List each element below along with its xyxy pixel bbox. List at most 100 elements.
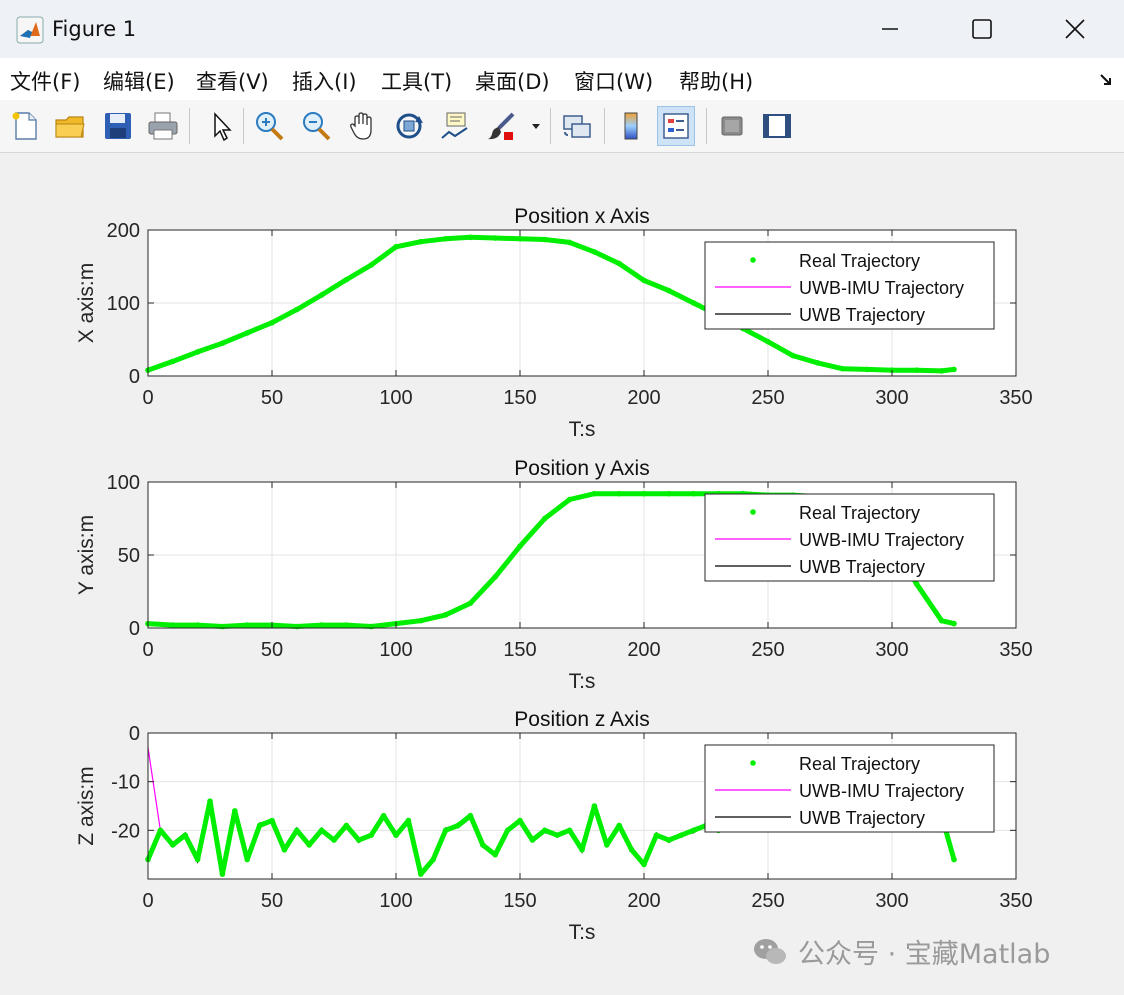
data-point-real-trajectory — [951, 856, 957, 863]
chart-title: Position x Axis — [514, 205, 649, 228]
menu-tools[interactable]: 工具(T) — [381, 70, 453, 94]
menu-help[interactable]: 帮助(H) — [679, 70, 754, 94]
data-point-real-trajectory — [380, 812, 387, 819]
data-point-real-trajectory — [405, 817, 412, 824]
data-point-real-trajectory — [393, 243, 399, 250]
matlab-logo-icon — [16, 16, 44, 44]
data-point-real-trajectory — [219, 871, 226, 877]
pointer-arrow-icon — [214, 112, 232, 142]
data-point-real-trajectory — [194, 622, 201, 628]
data-point-real-trajectory — [318, 292, 325, 298]
legend-label: Real Trajectory — [799, 754, 920, 774]
data-point-real-trajectory — [641, 490, 647, 497]
data-point-real-trajectory — [157, 827, 164, 834]
data-point-real-trajectory — [281, 847, 288, 853]
open-file-button[interactable] — [51, 106, 89, 146]
subplots[interactable]: 0 50 100 150 200 250 300 350 0 100 200 Position x A… — [0, 153, 1124, 995]
print-button[interactable] — [144, 106, 182, 146]
x-tick-label: 100 — [379, 890, 412, 912]
link-plot-icon — [563, 115, 591, 138]
chart-title: Position z Axis — [514, 708, 649, 731]
legend-label: Real Trajectory — [799, 503, 920, 523]
zoom-out-button[interactable] — [297, 106, 335, 146]
menu-insert[interactable]: 插入(I) — [292, 70, 357, 94]
chart-title: Position y Axis — [514, 457, 649, 480]
data-point-real-trajectory — [542, 515, 548, 522]
data-point-real-trajectory — [492, 851, 499, 858]
zoom-in-button[interactable] — [250, 106, 288, 146]
axes-box — [147, 732, 1017, 880]
data-point-real-trajectory — [566, 496, 573, 503]
figure-canvas[interactable]: 0 50 100 150 200 250 300 350 0 100 200 Position x A… — [0, 153, 1124, 995]
legend-label: UWB Trajectory — [799, 557, 925, 577]
x-tick-label: 50 — [261, 890, 283, 912]
menu-view[interactable]: 查看(V) — [196, 70, 269, 94]
y-tick-label: 0 — [129, 618, 140, 640]
close-button[interactable] — [1028, 0, 1122, 58]
x-tick-label: 250 — [751, 890, 784, 912]
maximize-button[interactable] — [935, 0, 1029, 58]
rotate-3d-button[interactable] — [390, 106, 428, 146]
x-tick-label: 100 — [379, 387, 412, 409]
x-axis-label: T:s — [569, 921, 596, 944]
data-point-real-trajectory — [554, 832, 560, 838]
data-point-real-trajectory — [368, 262, 375, 268]
colorbar-button[interactable] — [612, 106, 650, 146]
data-point-real-trajectory — [269, 817, 275, 824]
edit-plot-button[interactable] — [201, 106, 239, 146]
dock-arrow-icon[interactable] — [1098, 72, 1114, 88]
data-cursor-button[interactable] — [436, 106, 474, 146]
x-tick-label: 200 — [627, 639, 660, 661]
y-axis-label: X axis:m — [75, 263, 98, 344]
subplot-2: 0 50 100 150 200 250 300 350 0 50 100 Position y Ax… — [75, 457, 1033, 693]
data-point-real-trajectory — [418, 871, 424, 877]
menu-window[interactable]: 窗口(W) — [574, 70, 654, 94]
link-plot-button[interactable] — [558, 106, 596, 146]
legend: Real Trajectory UWB-IMU Trajectory UWB Tra… — [704, 744, 995, 833]
data-point-real-trajectory — [455, 822, 461, 829]
close-icon — [1065, 19, 1085, 39]
hide-plot-tools-button[interactable] — [713, 106, 751, 146]
legend-label: UWB-IMU Trajectory — [799, 278, 964, 298]
legend: Real Trajectory UWB-IMU Trajectory UWB Tra… — [704, 241, 995, 330]
data-point-real-trajectory — [839, 365, 846, 372]
data-point-real-trajectory — [542, 236, 548, 243]
save-button[interactable] — [99, 106, 137, 146]
data-point-real-trajectory — [294, 827, 300, 834]
brush-button[interactable] — [483, 106, 521, 146]
minimize-button[interactable] — [843, 0, 937, 58]
menu-file[interactable]: 文件(F) — [10, 70, 81, 94]
legend-marker-real-trajectory — [750, 760, 756, 766]
maximize-icon — [972, 19, 992, 39]
menu-edit[interactable]: 编辑(E) — [103, 70, 175, 94]
data-point-real-trajectory — [591, 490, 598, 497]
data-point-real-trajectory — [207, 798, 213, 804]
data-point-real-trajectory — [591, 803, 598, 809]
window-title-bar[interactable]: Figure 1 — [0, 0, 1124, 58]
pan-button[interactable] — [344, 106, 382, 146]
data-point-real-trajectory — [232, 808, 238, 814]
x-tick-label: 350 — [999, 387, 1032, 409]
x-axis-label: T:s — [569, 418, 596, 441]
brush-menu-button[interactable] — [526, 106, 546, 146]
data-point-real-trajectory — [517, 817, 523, 824]
data-point-real-trajectory — [628, 847, 635, 853]
data-point-real-trajectory — [442, 827, 449, 834]
data-point-real-trajectory — [467, 600, 474, 606]
show-plot-tools-icon — [763, 114, 791, 138]
menu-desktop[interactable]: 桌面(D) — [475, 70, 550, 94]
legend-button[interactable] — [657, 106, 695, 146]
x-tick-label: 150 — [503, 387, 536, 409]
data-point-real-trajectory — [331, 837, 337, 843]
data-point-real-trajectory — [182, 832, 188, 838]
y-tick-label: 0 — [129, 723, 140, 745]
legend: Real Trajectory UWB-IMU Trajectory UWB Tra… — [704, 493, 995, 582]
data-point-real-trajectory — [591, 249, 598, 255]
legend-label: UWB Trajectory — [799, 305, 925, 325]
show-plot-tools-button[interactable] — [758, 106, 796, 146]
new-figure-button[interactable] — [6, 106, 44, 146]
watermark-text: 公众号 · 宝藏Matlab — [798, 939, 1051, 970]
data-point-real-trajectory — [566, 827, 573, 834]
data-point-real-trajectory — [765, 338, 771, 345]
x-tick-label: 150 — [503, 639, 536, 661]
